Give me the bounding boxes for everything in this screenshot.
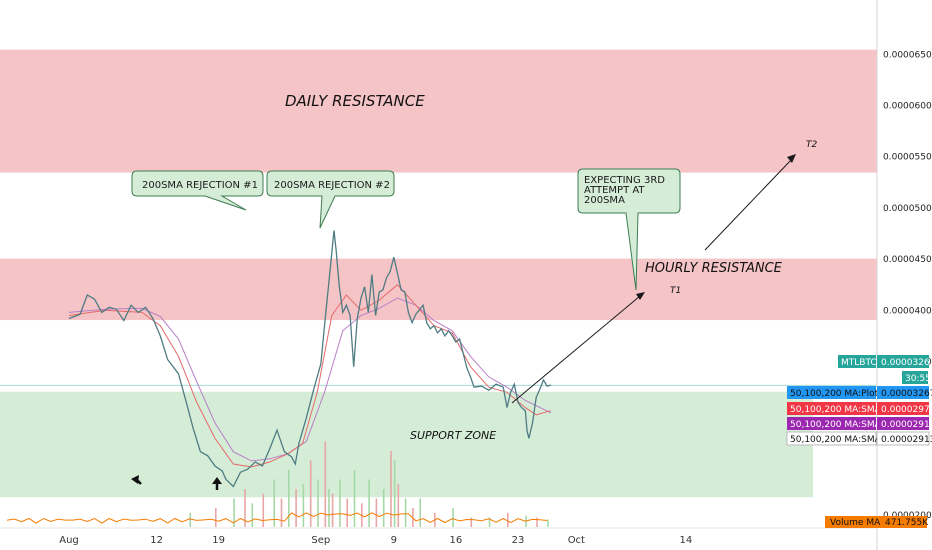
callout-rejection-2: 200SMA REJECTION #2 — [266, 170, 395, 229]
arrow-to-t2 — [704, 158, 793, 251]
callout-expecting-3rd-text: EXPECTING 3RD ATTEMPT AT 200SMA — [584, 175, 665, 206]
indicator-label: MTLBTC — [841, 358, 877, 368]
volume-value: 471.755K — [885, 518, 929, 528]
volume-bar — [317, 479, 319, 527]
arrow-to-t1 — [511, 295, 641, 404]
date-tick-label: Aug — [59, 535, 79, 546]
label-support-zone: SUPPORT ZONE — [410, 429, 496, 442]
arrow-head-t2 — [787, 154, 796, 163]
volume-bar — [390, 451, 392, 527]
indicator-label: 50,100,200 MA:SMA #2 — [790, 420, 897, 430]
date-tick-label: 16 — [450, 535, 463, 546]
volume-bar — [368, 479, 370, 527]
price-tick-label: 0.00005000 — [883, 204, 932, 214]
target-t2-label: T2 — [806, 140, 817, 150]
up-arrow-icon — [131, 475, 142, 485]
date-tick-label: Oct — [568, 535, 585, 546]
zone-support — [0, 391, 813, 498]
indicator-value: 0.00003267 — [881, 358, 932, 368]
label-hourly-resistance: HOURLY RESISTANCE — [645, 261, 783, 276]
date-tick-label: 9 — [391, 535, 397, 546]
volume-bar — [382, 489, 385, 527]
price-tick-label: 0.00004000 — [883, 306, 932, 316]
volume-bar — [273, 479, 275, 527]
callout-expecting-3rd: EXPECTING 3RD ATTEMPT AT 200SMA — [577, 168, 681, 291]
volume-bar — [452, 508, 454, 527]
volume-bar — [507, 512, 509, 527]
price-axis-ticks: 0.00006500 0.00006000 0.00005500 0.00005000… — [883, 50, 932, 521]
volume-bar — [331, 493, 334, 527]
countdown-text: 30:55 — [905, 374, 931, 384]
date-tick-label: 12 — [150, 535, 163, 546]
price-tick-label: 0.00006500 — [883, 50, 932, 60]
label-daily-resistance: DAILY RESISTANCE — [285, 92, 425, 110]
volume-bar — [397, 484, 400, 527]
volume-bar — [215, 508, 217, 527]
callout-rejection-1: 200SMA REJECTION #1 — [131, 170, 264, 211]
indicator-label: 50,100,200 MA:Plot — [790, 389, 879, 399]
indicator-value: 0.00002913 — [881, 435, 932, 445]
volume-bar — [262, 493, 265, 527]
volume-bar — [488, 517, 491, 527]
volume-bar — [375, 498, 378, 527]
date-tick-label: 23 — [512, 535, 525, 546]
volume-bar — [233, 498, 235, 527]
zone-daily-resistance — [0, 49, 877, 173]
callout-rejection-2-text: 200SMA REJECTION #2 — [274, 180, 390, 191]
indicator-label: 50,100,200 MA:SMA #3 — [790, 435, 897, 445]
indicator-value: 0.00003267 — [881, 389, 932, 399]
ma-purple-line — [68, 297, 552, 462]
volume-bar — [189, 512, 192, 527]
volume-bar — [339, 479, 341, 527]
countdown-tag: 30:55 — [902, 371, 931, 384]
volume-bar — [280, 498, 283, 527]
volume-bar — [547, 519, 549, 527]
volume-bar — [419, 498, 421, 527]
date-axis-ticks: Aug 12 19 Sep 9 16 23 Oct 14 — [59, 535, 692, 546]
target-t1-label: T1 — [670, 286, 681, 296]
volume-bar — [288, 470, 290, 527]
up-arrow-icon — [212, 477, 222, 490]
price-tick-label: 0.00005500 — [883, 153, 932, 163]
volume-bar — [309, 460, 312, 527]
price-tick-label: 0.00004500 — [883, 255, 932, 265]
callout-rejection-1-text: 200SMA REJECTION #1 — [142, 180, 258, 191]
volume-bar — [244, 489, 246, 527]
date-tick-label: 14 — [679, 535, 692, 546]
date-tick-label: Sep — [311, 535, 330, 546]
volume-bar — [404, 498, 407, 527]
volume-bar — [324, 441, 327, 527]
volume-bar — [470, 517, 473, 527]
date-tick-label: 19 — [212, 535, 225, 546]
volume-label: Volume MA — [830, 518, 881, 528]
volume-bar — [295, 489, 297, 527]
volume-bar — [393, 460, 396, 527]
ma-red-line — [68, 284, 551, 468]
volume-bar — [346, 498, 348, 527]
volume-ma-line — [6, 512, 548, 524]
volume-tag: Volume MA 471.755K — [825, 516, 929, 528]
price-tick-label: 0.00006000 — [883, 101, 932, 111]
volume-bar — [353, 470, 356, 527]
volume-bar — [328, 489, 330, 527]
price-line — [68, 230, 551, 488]
indicator-value: 0.00002974 — [881, 405, 932, 415]
volume-bar — [302, 484, 305, 527]
indicator-label: 50,100,200 MA:SMA #1 — [790, 405, 897, 415]
arrow-head-t1 — [636, 292, 645, 300]
volume-bar — [251, 503, 254, 527]
volume-bar — [536, 517, 538, 527]
indicator-value: 0.00002913 — [881, 420, 932, 430]
